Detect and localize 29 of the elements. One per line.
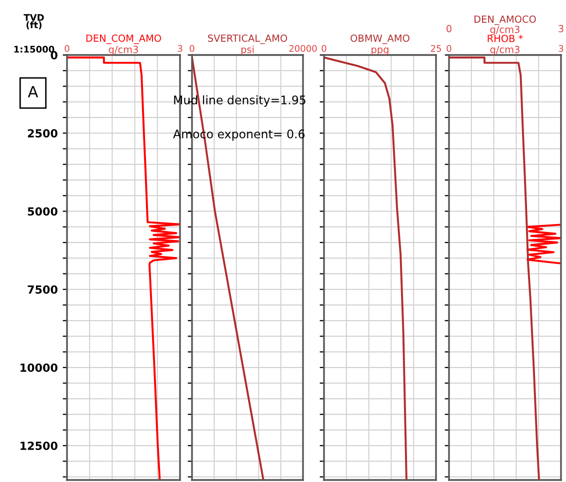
y-tick-label: 0 [50,50,58,60]
y-tick-label: 12500 [20,442,58,450]
x-tick-label: 25 [430,45,441,52]
x-axis-title: psi [241,46,254,55]
x-axis-title: g/cm3 [108,46,138,55]
x-tick-label: 0 [190,45,194,52]
text: 1:15000 [14,46,54,53]
x-tick-label: 0 [446,45,452,52]
x-axis-title: g/cm3 [490,46,520,55]
series-label: DEN_COM_AMO [86,34,162,44]
text: DEN_AMOCO [474,15,536,25]
y-tick-label: 2500 [28,129,58,138]
text: OBMW_AMO [350,34,410,44]
x-tick-label: 3 [558,45,564,52]
y-tick-label: 7500 [28,285,58,294]
x2-tick-label: 0 [446,24,452,32]
x-tick-label: 20000 [289,45,317,52]
y-tick-label: 10000 [20,363,58,372]
text: A [28,86,38,98]
x-axis-title: ppg [372,48,388,55]
x2-axis-title: g/cm3 [490,26,520,35]
x-tick-label: 0 [322,45,326,52]
y-tick-label: 5000 [28,207,58,216]
text: RHOB * [488,34,523,42]
x-tick-label: 0 [64,45,70,52]
y-axis-title: TVD (ft) [24,14,44,30]
x2-tick-label: 3 [558,24,564,32]
text: SVERTICAL_AMO [208,34,288,44]
x-tick-label: 3 [178,45,182,52]
